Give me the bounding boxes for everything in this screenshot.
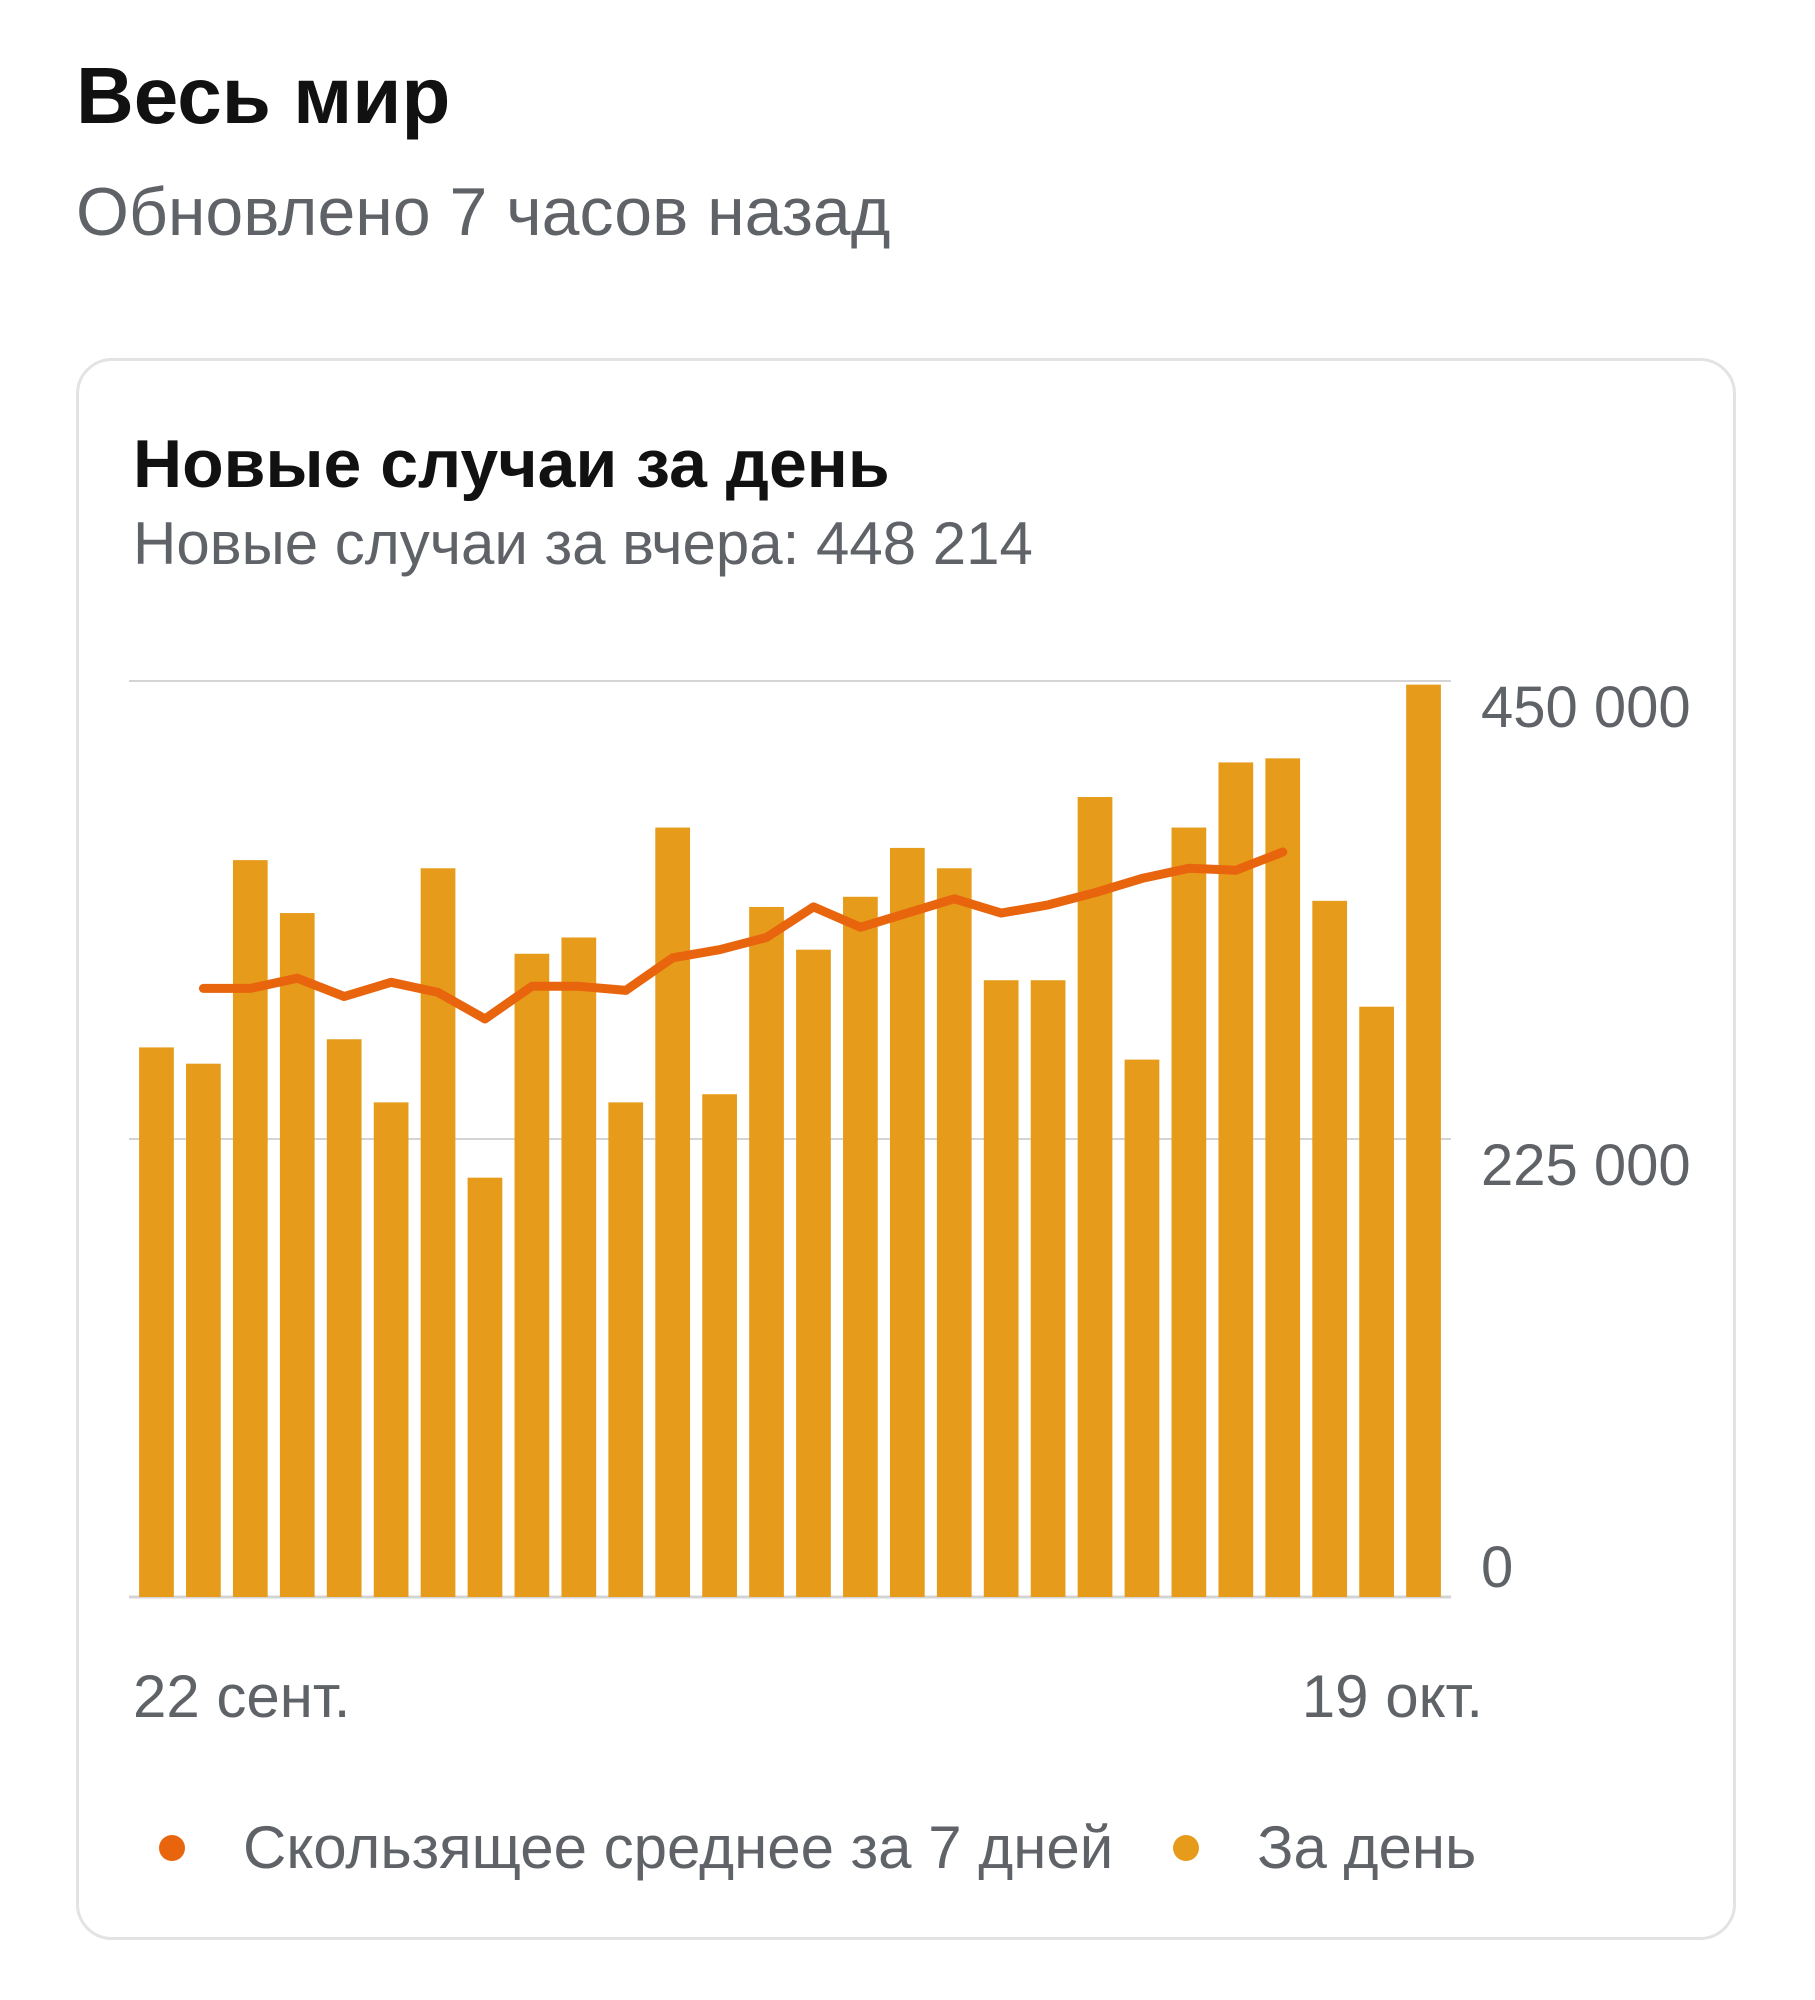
bar[interactable] (1312, 900, 1348, 1597)
bar[interactable] (232, 860, 268, 1597)
daily-cases-chart: 450 000 225 000 0 22 сент. 19 окт. (129, 675, 1691, 1730)
bar[interactable] (326, 1039, 362, 1597)
legend-item-moving-average[interactable]: Скользящее среднее за 7 дней (159, 1813, 1113, 1882)
bar[interactable] (749, 906, 784, 1597)
bar[interactable] (1359, 1006, 1394, 1597)
legend-dot-icon (1173, 1834, 1200, 1861)
bar[interactable] (373, 1102, 409, 1597)
bar-series (139, 684, 1441, 1597)
bar[interactable] (936, 868, 972, 1597)
bar[interactable] (889, 847, 925, 1597)
bar[interactable] (467, 1177, 503, 1597)
card-title: Новые случаи за день (133, 426, 890, 502)
moving-average-series (198, 847, 1288, 1024)
y-tick-label: 0 (1481, 1535, 1513, 1600)
bar[interactable] (608, 1102, 644, 1597)
bar[interactable] (983, 980, 1019, 1597)
x-tick-label-last: 19 окт. (1302, 1663, 1483, 1730)
bar[interactable] (843, 896, 878, 1597)
last-updated-text: Обновлено 7 часов назад (76, 174, 891, 250)
y-tick-label: 450 000 (1481, 675, 1691, 740)
bar[interactable] (1077, 797, 1113, 1597)
bar[interactable] (1265, 758, 1301, 1597)
x-tick-label-first: 22 сент. (133, 1663, 350, 1730)
chart-legend: Скользящее среднее за 7 дней За день (159, 1813, 1536, 1882)
bar[interactable] (1030, 980, 1066, 1597)
x-axis-labels: 22 сент. 19 окт. (133, 1663, 1483, 1730)
bar[interactable] (139, 1047, 174, 1597)
page-title: Весь мир (76, 51, 451, 140)
bar[interactable] (1171, 827, 1207, 1597)
bar[interactable] (655, 827, 691, 1597)
y-tick-label: 225 000 (1481, 1133, 1691, 1198)
legend-label-daily: За день (1257, 1814, 1477, 1881)
daily-cases-card: Новые случаи за день Новые случаи за вче… (76, 358, 1736, 1940)
bar[interactable] (420, 868, 456, 1597)
legend-label-moving-average: Скользящее среднее за 7 дней (243, 1814, 1114, 1881)
bar[interactable] (1124, 1059, 1160, 1597)
bar[interactable] (514, 953, 550, 1597)
legend-dot-icon (159, 1834, 185, 1861)
bar[interactable] (1406, 684, 1441, 1597)
bar[interactable] (561, 937, 597, 1597)
y-axis-ticks: 450 000 225 000 0 (1481, 675, 1691, 1600)
moving-average-line (198, 847, 1288, 1024)
bar[interactable] (796, 949, 831, 1597)
yesterday-cases-text: Новые случаи за вчера: 448 214 (133, 510, 1033, 577)
bar[interactable] (186, 1063, 221, 1597)
bar[interactable] (279, 913, 315, 1597)
bar[interactable] (702, 1094, 737, 1597)
bar[interactable] (1218, 762, 1254, 1597)
legend-item-daily[interactable]: За день (1173, 1813, 1476, 1882)
